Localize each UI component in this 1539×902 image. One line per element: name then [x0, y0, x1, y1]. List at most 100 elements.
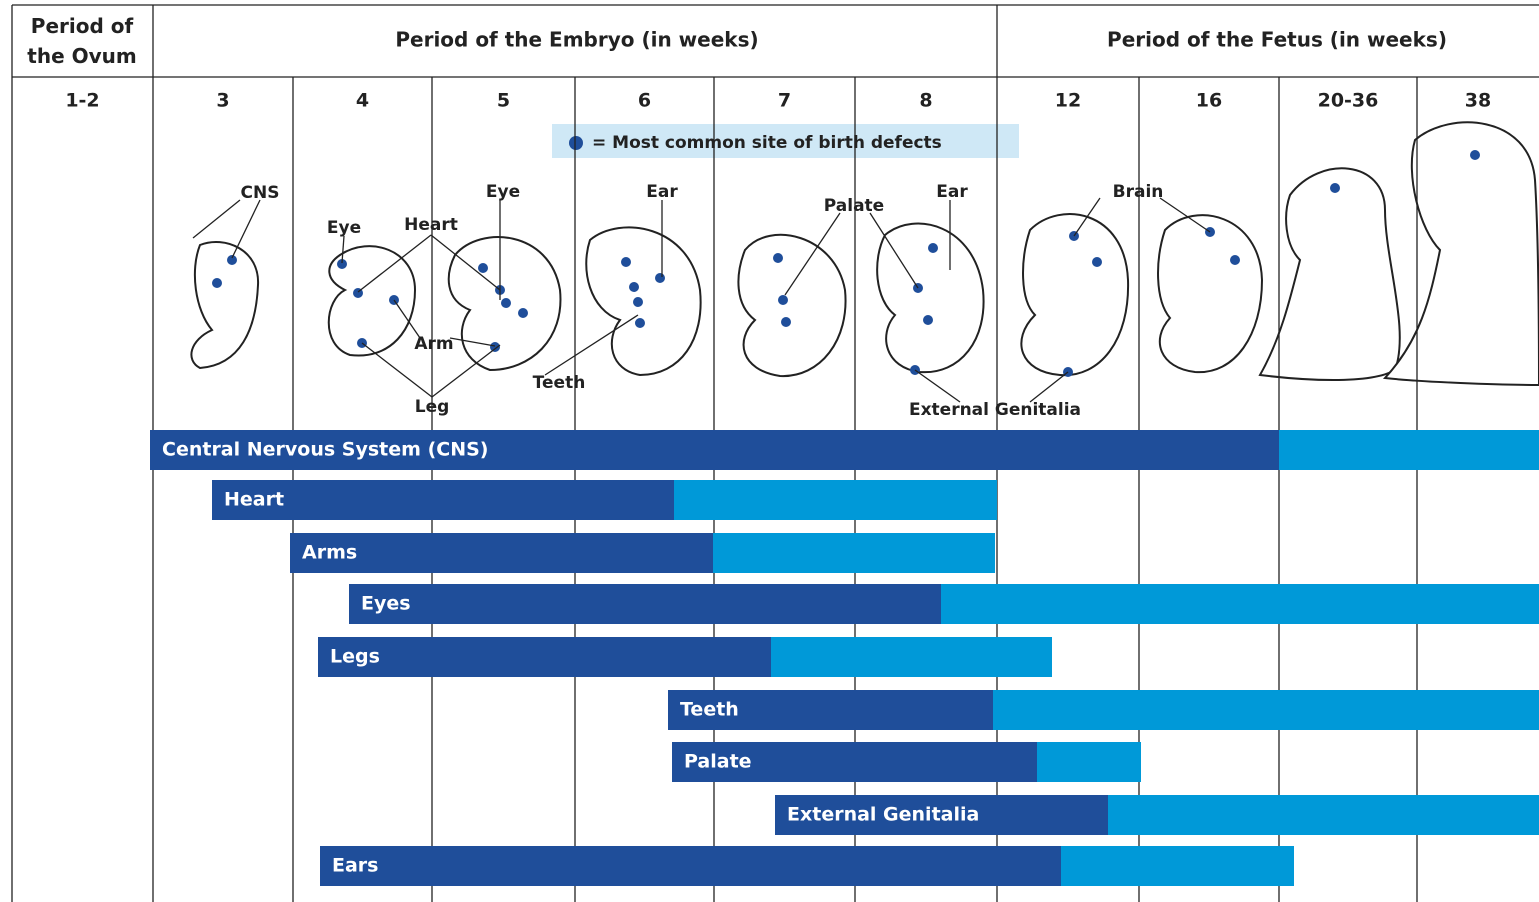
- sensitive-period: [1279, 430, 1539, 470]
- defect-site: [1330, 183, 1340, 193]
- defect-site: [490, 342, 500, 352]
- major-defect-period: [290, 533, 713, 573]
- defect-site: [923, 315, 933, 325]
- week-label: 20-36: [1318, 90, 1379, 112]
- sensitive-period: [771, 637, 1052, 677]
- legend-box: [552, 124, 1019, 158]
- bar-label: External Genitalia: [787, 804, 979, 826]
- embryo: [737, 233, 847, 378]
- site-label: Eye: [486, 182, 520, 202]
- site-label: Brain: [1113, 182, 1164, 202]
- major-defect-period: [668, 690, 993, 730]
- week-label: 3: [216, 90, 229, 112]
- leader-line: [231, 199, 261, 259]
- site-label: Arm: [414, 334, 453, 354]
- leader-line: [393, 299, 421, 339]
- major-defect-period: [318, 637, 771, 677]
- sensitive-period: [1037, 742, 1141, 782]
- fetus: [1258, 167, 1401, 381]
- major-defect-period: [320, 846, 1061, 886]
- defect-site: [655, 273, 665, 283]
- major-defect-period: [212, 480, 674, 520]
- bar-label: Eyes: [361, 593, 411, 615]
- sensitive-period: [993, 690, 1539, 730]
- defect-site: [621, 257, 631, 267]
- embryos: [190, 121, 1539, 387]
- embryo: [585, 226, 702, 377]
- week-label: 8: [919, 90, 932, 112]
- week-label: 6: [638, 90, 651, 112]
- defect-site: [478, 263, 488, 273]
- bar-label: Legs: [330, 646, 380, 668]
- defect-site: [778, 295, 788, 305]
- major-defect-period: [150, 430, 1279, 470]
- legend-text: = Most common site of birth defects: [592, 133, 942, 153]
- week-label: 4: [356, 90, 369, 112]
- site-label: Eye: [327, 218, 361, 238]
- sensitive-period: [1108, 795, 1539, 835]
- week-label: 38: [1465, 90, 1491, 112]
- sensitive-period: [1061, 846, 1294, 886]
- bar-label: Arms: [302, 542, 357, 564]
- defect-site: [781, 317, 791, 327]
- defect-site: [633, 297, 643, 307]
- leader-line: [431, 344, 501, 398]
- embryo-header: Period of the Embryo (in weeks): [395, 28, 758, 52]
- site-label: External Genitalia: [909, 400, 1081, 420]
- leader-line: [784, 212, 841, 296]
- defect-site: [337, 259, 347, 269]
- legend-dot: [569, 136, 583, 150]
- defect-site: [635, 318, 645, 328]
- sensitive-period: [941, 584, 1539, 624]
- defect-site: [501, 298, 511, 308]
- leader-line: [1073, 197, 1101, 237]
- site-label: Heart: [404, 215, 458, 235]
- defect-site: [227, 255, 237, 265]
- defect-site: [1092, 257, 1102, 267]
- leader-line: [869, 212, 919, 289]
- bar-label: Palate: [684, 751, 752, 773]
- leader-line: [192, 199, 241, 239]
- site-label: Teeth: [533, 373, 586, 393]
- week-label: 5: [497, 90, 510, 112]
- fetus-header: Period of the Fetus (in weeks): [1107, 28, 1447, 52]
- bar-label: Ears: [332, 855, 378, 877]
- grid: [11, 4, 1539, 902]
- defect-site: [773, 253, 783, 263]
- site-label: Leg: [415, 397, 450, 417]
- site-label: Ear: [936, 182, 968, 202]
- major-defect-period: [672, 742, 1037, 782]
- week-label: 16: [1196, 90, 1222, 112]
- week-label: 7: [778, 90, 791, 112]
- defect-site: [928, 243, 938, 253]
- defect-site: [1230, 255, 1240, 265]
- defect-site: [212, 278, 222, 288]
- sensitive-period: [674, 480, 997, 520]
- bar-label: Teeth: [680, 699, 739, 721]
- embryo: [1157, 214, 1264, 374]
- leader-line: [914, 369, 961, 403]
- bar-label: Heart: [224, 489, 284, 511]
- leader-line: [430, 234, 501, 291]
- defect-site: [518, 308, 528, 318]
- embryo: [1020, 213, 1130, 377]
- leader-line: [341, 235, 345, 264]
- site-label: Ear: [646, 182, 678, 202]
- major-defect-period: [349, 584, 941, 624]
- leader-line: [544, 314, 639, 376]
- embryo: [876, 222, 985, 374]
- leader-line: [357, 234, 432, 293]
- site-label: Palate: [824, 196, 884, 216]
- leader-line: [1159, 197, 1211, 233]
- bar-label: Central Nervous System (CNS): [162, 439, 488, 461]
- site-label: CNS: [241, 183, 280, 203]
- embryo: [190, 240, 260, 370]
- sensitive-period: [713, 533, 995, 573]
- leader-line: [361, 342, 433, 398]
- embryo: [327, 245, 417, 357]
- fetus: [1382, 121, 1539, 387]
- major-defect-period: [775, 795, 1108, 835]
- leader-line: [449, 337, 496, 347]
- defect-site: [1470, 150, 1480, 160]
